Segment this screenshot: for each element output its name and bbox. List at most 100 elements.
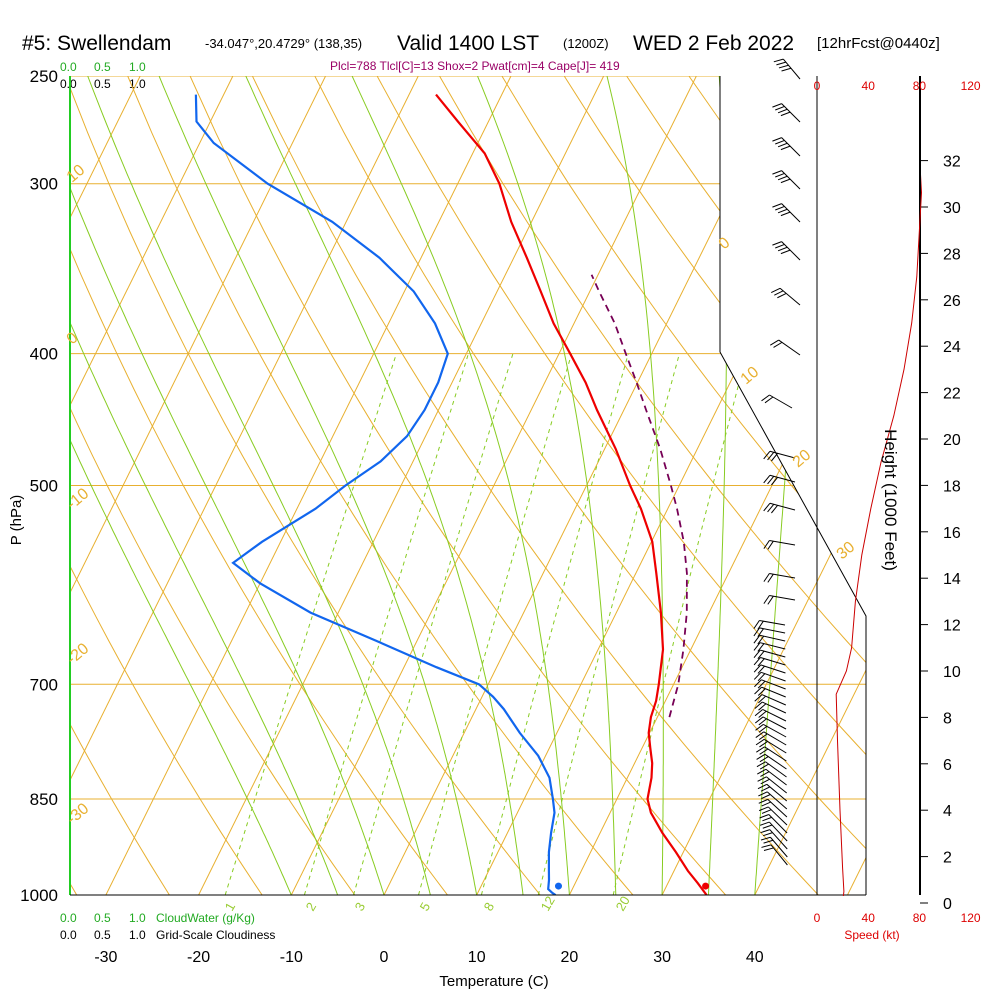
wind-barb [758,806,788,826]
dewpoint-curve [194,94,557,895]
height-tick-label: 2 [943,850,952,867]
wind-barb [753,627,786,637]
dry-adiabat-line [70,76,170,895]
height-tick-label: 20 [943,432,961,449]
mixing-ratio-line [418,353,573,895]
isotherm-label: 0 [716,234,734,253]
wind-barb [756,746,787,762]
cloudwater-tick: 0.5 [94,60,111,74]
chart-title-forecast: [12hrFcst@0440z] [817,35,940,52]
speed-tick-label: 0 [814,79,821,93]
wind-barb [759,821,788,842]
wind-barb [763,572,796,583]
speed-tick-label: 0 [814,911,821,925]
chart-title-coords: -34.047°,20.4729° (138,35) [205,36,362,51]
pressure-tick-label: 700 [30,675,58,694]
cloudwater-tick: 0.0 [60,60,77,74]
wind-barb [773,58,801,80]
wind-barb [758,798,788,818]
cloudiness-tick: 0.0 [60,928,77,942]
isotherm-line [568,76,866,895]
mixing-ratio-line [612,353,748,895]
isotherm-line [198,76,605,895]
isotherm-line [70,76,327,895]
wind-barb [763,539,796,550]
speed-tick-label: 120 [961,79,981,93]
temperature-tick-label: 0 [380,949,389,966]
height-tick-label: 10 [943,664,961,681]
cloudwater-tick: 0.0 [60,911,77,925]
dry-adiabat-line [439,76,866,895]
isotherm-label: 30 [834,539,859,564]
height-tick-label: 4 [943,803,952,820]
wind-barb [758,791,788,810]
chart-grid [70,76,866,895]
wind-barb [755,723,787,738]
moist-adiabat-line [245,76,524,895]
parcel-curve [590,274,688,718]
height-tick-label: 22 [943,386,961,403]
isotherm-line [70,76,234,895]
wind-barb [770,339,801,356]
mixing-ratio-label: 8 [481,900,498,914]
sounding-curves [194,93,708,895]
pressure-tick-label: 850 [30,790,58,809]
wind-barb [757,783,788,802]
height-tick-label: 14 [943,571,961,588]
cloudiness-label: Grid-Scale Cloudiness [156,928,275,942]
cloudwater-top-scale: 0.0 0.5 1.0 0.0 0.5 1.0 [60,60,146,91]
wind-barb [756,753,787,770]
speed-tick-label: 40 [862,79,876,93]
isotherm-line [290,76,697,895]
wind-barb [772,241,801,261]
height-tick-label: 18 [943,478,961,495]
wind-barbs [753,58,801,866]
wind-barb [757,768,787,786]
pressure-axis: 250 300 400 500 700 850 1000 [20,67,58,905]
temperature-tick-label: 30 [653,949,671,966]
isotherm-label: -10 [64,485,93,513]
dry-adiabat-line [501,76,866,895]
isotherm-line [70,76,419,895]
moist-adiabat-line [477,76,617,895]
wind-barb [760,829,788,850]
wind-barb [754,686,786,698]
dry-adiabat-line [70,76,356,895]
mixing-ratio-line [537,353,680,895]
temperature-tick-label: 10 [468,949,486,966]
stability-indices: Plcl=788 Tlcl[C]=13 Shox=2 Pwat[cm]=4 Ca… [330,59,620,73]
chart-title-date: WED 2 Feb 2022 [633,32,794,55]
wind-barb [772,203,801,223]
pressure-tick-label: 300 [30,175,58,194]
height-tick-label: 12 [943,618,961,635]
wind-barb [754,694,787,706]
cloudiness-tick: 0.5 [94,928,111,942]
wind-barb [761,394,793,409]
wind-barb [754,701,787,714]
speed-tick-label: 80 [913,911,927,925]
pressure-tick-label: 250 [30,67,58,86]
cloudiness-tick: 0.0 [60,77,77,91]
temperature-tick-label: -10 [280,949,303,966]
cloudwater-tick: 1.0 [129,911,146,925]
temperature-tick-label: -30 [94,949,117,966]
height-axis-label: Height (1000 Feet) [881,429,900,571]
temperature-tick-label: -20 [187,949,210,966]
dry-adiabat-line [127,76,634,895]
isotherm-label: 10 [738,364,763,389]
cloudwater-label: CloudWater (g/Kg) [156,911,255,925]
wind-barb [753,657,786,667]
mixing-ratio-label: 3 [352,900,369,914]
moist-adiabat-line [351,76,570,895]
height-tick-label: 8 [943,710,952,727]
isotherm-line [105,76,512,895]
wind-barb [763,594,796,605]
dry-adiabat-line [376,76,866,895]
mixing-ratio-line [480,353,629,895]
dry-adiabat-line [314,76,866,895]
wind-barb [772,137,801,157]
